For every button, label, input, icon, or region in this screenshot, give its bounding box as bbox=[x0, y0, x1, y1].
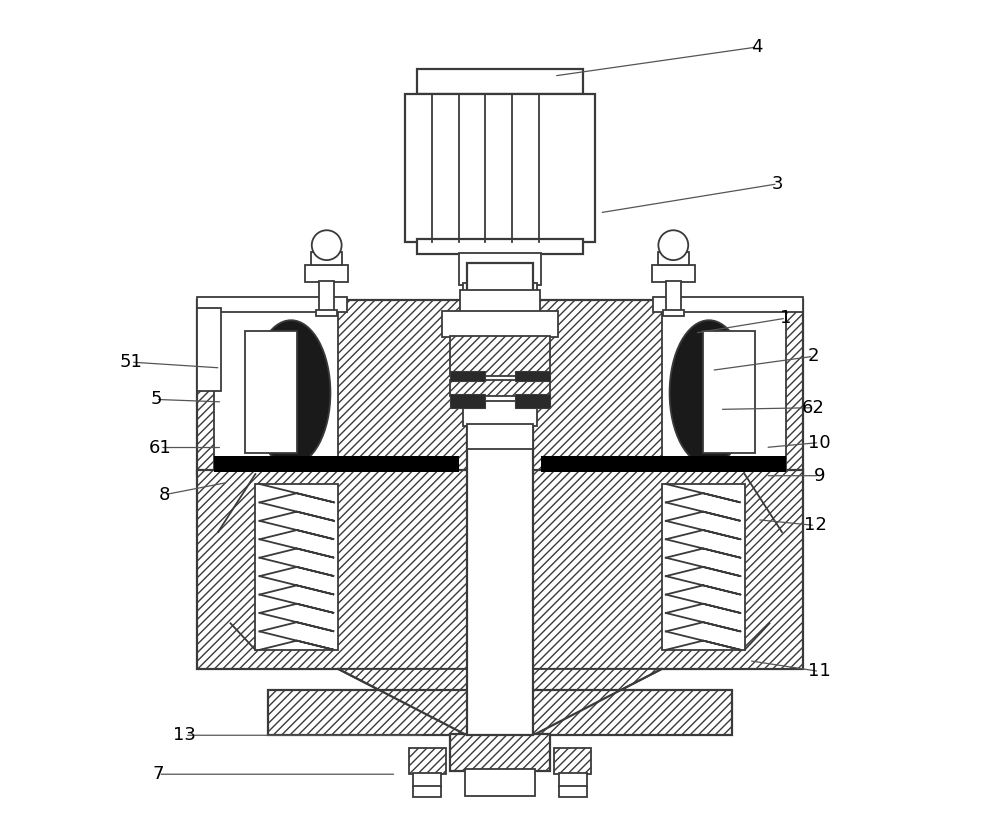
Bar bbox=[442, 310, 558, 337]
Bar bbox=[467, 263, 533, 735]
Bar bbox=[255, 484, 338, 650]
Bar bbox=[663, 310, 684, 316]
Bar bbox=[197, 300, 803, 474]
Bar bbox=[450, 379, 550, 396]
Bar bbox=[214, 308, 338, 470]
Bar bbox=[559, 773, 587, 788]
Ellipse shape bbox=[670, 320, 748, 465]
Text: 4: 4 bbox=[751, 38, 763, 56]
Bar bbox=[319, 281, 334, 312]
Bar bbox=[463, 401, 537, 426]
Text: 10: 10 bbox=[808, 433, 831, 452]
Bar bbox=[268, 690, 732, 735]
Circle shape bbox=[658, 230, 688, 260]
Text: 51: 51 bbox=[120, 353, 142, 371]
Circle shape bbox=[312, 230, 342, 260]
Bar bbox=[515, 371, 550, 381]
Text: 12: 12 bbox=[804, 517, 827, 534]
Text: 8: 8 bbox=[158, 486, 170, 504]
Text: 13: 13 bbox=[173, 726, 196, 745]
Text: 11: 11 bbox=[808, 662, 831, 681]
Bar bbox=[413, 773, 441, 788]
Ellipse shape bbox=[252, 320, 330, 465]
Bar bbox=[703, 330, 755, 453]
Bar bbox=[405, 94, 595, 242]
Bar bbox=[305, 265, 348, 282]
Bar bbox=[214, 456, 459, 473]
Bar bbox=[658, 252, 689, 265]
Bar bbox=[463, 284, 537, 293]
Bar bbox=[653, 297, 803, 312]
Bar bbox=[467, 424, 533, 449]
Text: 5: 5 bbox=[150, 390, 162, 409]
Bar bbox=[554, 748, 591, 775]
Bar bbox=[662, 484, 745, 650]
Bar bbox=[666, 281, 681, 312]
Bar bbox=[515, 394, 550, 408]
Text: 62: 62 bbox=[802, 399, 825, 417]
Bar bbox=[460, 290, 540, 314]
Bar bbox=[541, 456, 786, 473]
Text: 7: 7 bbox=[153, 765, 164, 783]
Bar bbox=[417, 240, 583, 255]
Text: 9: 9 bbox=[814, 467, 825, 485]
Bar bbox=[450, 336, 550, 376]
Text: 2: 2 bbox=[808, 347, 819, 365]
Bar bbox=[413, 786, 441, 797]
Bar bbox=[311, 252, 342, 265]
Bar bbox=[245, 330, 297, 453]
Bar bbox=[197, 297, 347, 312]
Text: 1: 1 bbox=[780, 310, 792, 327]
Bar bbox=[459, 254, 541, 285]
Text: 61: 61 bbox=[149, 438, 171, 457]
Bar bbox=[316, 310, 337, 316]
Bar bbox=[197, 470, 803, 669]
Bar bbox=[465, 770, 535, 795]
Bar bbox=[559, 786, 587, 797]
Bar bbox=[197, 308, 221, 391]
Text: 3: 3 bbox=[772, 175, 784, 193]
Polygon shape bbox=[338, 669, 467, 735]
Bar bbox=[450, 371, 485, 381]
Bar bbox=[417, 69, 583, 94]
Bar bbox=[450, 394, 485, 408]
Polygon shape bbox=[533, 669, 662, 735]
Bar bbox=[662, 308, 786, 470]
Bar bbox=[652, 265, 695, 282]
Bar bbox=[450, 734, 550, 771]
Bar bbox=[409, 748, 446, 775]
